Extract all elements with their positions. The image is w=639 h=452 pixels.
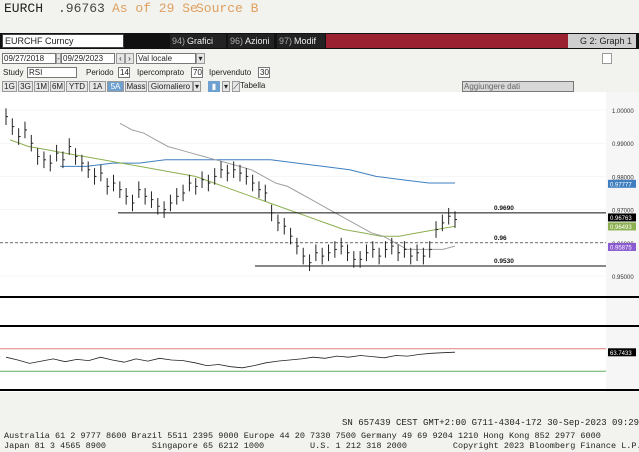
menu-number: 94) [172,36,186,46]
menu-bar: EURCHF Curncy 94)Grafici suggeriti 96)Az… [0,33,639,60]
menu-number: 96) [230,36,244,46]
contacts-line-1: Australia 61 2 9777 8600 Brazil 5511 239… [4,431,601,441]
start-date-field[interactable]: 09/27/2018 [2,53,56,64]
as-of-label: As of 29 Se [112,1,198,16]
contacts-line-2: Japan 81 3 4565 8900 Singapore 65 6212 1… [4,441,639,451]
range-row: 1G 3G 1M 6M YTD 1A 5A Mass Giornaliero ▾… [0,80,639,93]
last-value-label: 0.96763 [610,216,632,222]
last-value-tag [608,213,636,222]
menu-actions[interactable]: 96) Azioni [228,34,274,48]
chevron-down-icon[interactable]: ▾ [222,81,230,92]
rsi-last-value-tag [608,348,636,357]
date-separator: - [56,53,61,64]
graph-selector[interactable]: G 2: Graph 1 [568,34,636,48]
frequency-select[interactable]: Giornaliero [148,81,193,92]
range-6m-button[interactable]: 6M [50,81,65,92]
overbought-field[interactable]: 70 [191,67,203,78]
menu-label: Modif [294,36,317,46]
date-row: 09/27/2018 - 09/29/2023 ‹ › Val locale ▾ [0,52,639,65]
end-date-field[interactable]: 09/29/2023 [61,53,115,64]
last-value-tag [608,242,636,251]
range-max-button[interactable]: Mass [125,81,147,92]
chevron-down-icon[interactable]: ▾ [193,81,201,92]
chevron-down-icon[interactable]: ▾ [196,53,205,64]
annotation-label: 0.9690 [494,205,514,212]
last-price: .96763 [58,1,105,16]
overbought-label: Ipercomprato [137,68,185,77]
range-1a-button[interactable]: 1A [89,81,106,92]
last-value-label: 0.97777 [610,182,632,188]
rsi-line [5,351,456,369]
oversold-label: Ipervenduto [209,68,252,77]
ma-medium-line [9,139,456,237]
range-1m-button[interactable]: 1M [34,81,49,92]
next-period-button[interactable]: › [125,53,134,64]
chart-type-icon[interactable]: ▮ [208,81,220,92]
study-label: Study [3,68,24,77]
menu-edit[interactable]: 97) Modif [277,34,325,48]
menu-number: 97) [279,36,293,46]
ma-short-line [119,122,456,250]
price-tick-label: 0.99000 [612,142,634,148]
source-label: Source B [196,1,259,16]
range-5a-button[interactable]: 5A [107,81,124,92]
last-value-tag [608,222,636,231]
price-tick-label: 0.95000 [612,275,634,281]
study-select[interactable]: RSI [27,67,77,78]
ticker: EURCH [4,1,44,16]
footer: SN 657439 CEST GMT+2:00 G711-4304-172 30… [0,418,639,452]
annotation-label: 0.9530 [494,258,514,265]
period-label: Periodo [86,68,114,77]
period-field[interactable]: 14 [118,67,130,78]
alert-bar [326,34,568,48]
range-3g-button[interactable]: 3G [18,81,33,92]
checkbox[interactable] [602,53,612,64]
prev-period-button[interactable]: ‹ [116,53,125,64]
last-value-tag [608,179,636,188]
range-1g-button[interactable]: 1G [2,81,17,92]
last-value-label: 0.95875 [610,245,632,251]
menu-suggested-charts[interactable]: 94)Grafici suggeriti [170,34,226,60]
security-field[interactable]: EURCHF Curncy [2,34,124,48]
price-tick-label: 0.98000 [612,175,634,181]
last-value-label: 0.96493 [610,225,632,231]
table-button[interactable]: Tabella [240,81,266,90]
annotation-label: 0.96 [494,235,507,242]
price-tick-label: 1.00000 [612,109,634,115]
title-bar: EURCH .96763 As of 29 Se Source B [0,0,639,18]
rsi-last-value-label: 63.7433 [610,351,632,357]
status-line: SN 657439 CEST GMT+2:00 G711-4304-172 30… [342,418,639,428]
ma-long-line [60,159,455,184]
oversold-field[interactable]: 30 [258,67,270,78]
currency-select[interactable]: Val locale [136,53,196,64]
range-ytd-button[interactable]: YTD [66,81,88,92]
line-chart-icon[interactable]: ⟋ [232,81,240,92]
study-row: Study RSI Periodo 14 Ipercomprato 70 Ipe… [0,66,639,79]
menu-label: Azioni [245,36,270,46]
add-data-field[interactable]: Aggiungere dati [462,81,574,92]
price-tick-label: 0.97000 [612,209,634,215]
